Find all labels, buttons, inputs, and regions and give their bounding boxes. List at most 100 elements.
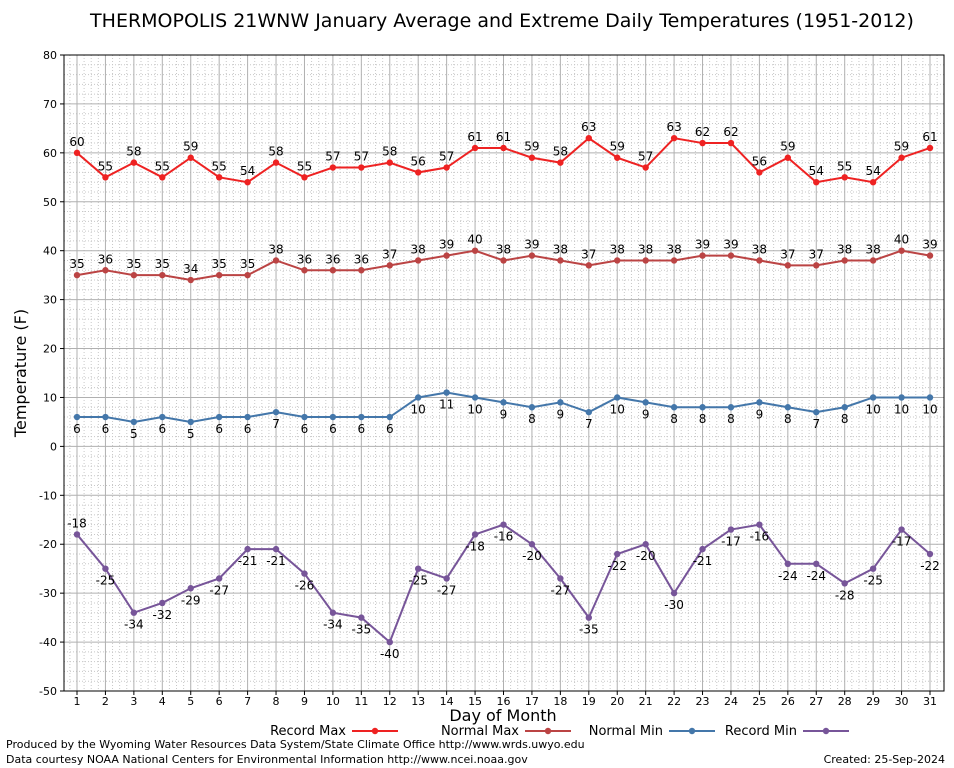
data-label: 38 (666, 242, 681, 256)
data-label: -27 (551, 583, 571, 597)
data-label: 10 (467, 402, 482, 416)
legend-item: Record Min (725, 724, 849, 739)
data-point (585, 614, 592, 621)
series-normal-max: 35 36 35 35 34 35 35 38 36 36 36 37 38 39 40 38 39 38 37 38… (69, 233, 938, 284)
data-point (73, 531, 81, 538)
data-point (926, 550, 934, 558)
data-label: -18 (465, 539, 485, 553)
data-label: 59 (610, 140, 625, 154)
data-point (614, 257, 621, 264)
data-point (187, 154, 194, 161)
data-label: -27 (437, 583, 457, 597)
x-tick-label: 16 (497, 695, 511, 708)
data-point (102, 565, 109, 572)
data-point (386, 159, 393, 166)
data-point (215, 413, 223, 421)
data-label: 57 (439, 150, 454, 164)
data-point (585, 262, 592, 269)
data-label: 61 (496, 130, 511, 144)
data-label: 9 (642, 407, 650, 421)
data-point (471, 531, 479, 538)
data-point (670, 404, 678, 411)
x-tick-label: 25 (752, 695, 766, 708)
data-label: -25 (96, 574, 116, 588)
data-label: 38 (610, 242, 625, 256)
data-label: 38 (268, 242, 283, 256)
data-label: 6 (386, 422, 394, 436)
data-point (215, 271, 223, 279)
data-point (699, 139, 706, 147)
data-label: -22 (920, 559, 940, 573)
data-label: 37 (382, 247, 397, 261)
data-point (557, 399, 564, 406)
data-label: 7 (812, 417, 820, 431)
y-tick-label: -20 (39, 538, 57, 551)
data-label: 54 (240, 164, 255, 178)
data-point (244, 413, 251, 421)
data-label: 55 (98, 159, 113, 173)
data-point (585, 408, 592, 416)
data-point (642, 541, 649, 548)
data-label: 8 (528, 412, 536, 426)
x-tick-label: 15 (468, 695, 482, 708)
data-label: -34 (124, 618, 144, 632)
data-point (73, 149, 81, 157)
data-point (699, 252, 706, 259)
x-tick-label: 24 (724, 695, 738, 708)
data-label: 10 (865, 402, 880, 416)
legend-marker (371, 727, 379, 735)
y-tick-label: 0 (50, 440, 57, 453)
data-point (159, 174, 166, 181)
data-point (727, 526, 735, 533)
data-point (471, 394, 479, 401)
y-tick-label: 80 (43, 49, 57, 62)
data-label: 56 (411, 154, 426, 168)
data-label: 35 (126, 257, 141, 271)
data-label: 39 (723, 238, 738, 252)
data-point (898, 394, 905, 401)
data-label: 54 (809, 164, 824, 178)
data-point (358, 164, 365, 171)
data-label: -27 (209, 583, 229, 597)
data-point (272, 408, 280, 416)
data-point (642, 164, 649, 171)
y-tick-label: -10 (39, 489, 57, 502)
data-point (159, 271, 166, 279)
data-label: 10 (894, 402, 909, 416)
y-tick-label: 60 (43, 147, 57, 160)
data-point (784, 262, 792, 269)
data-label: 59 (894, 140, 909, 154)
legend-label: Record Min (725, 724, 797, 739)
data-label: -29 (181, 593, 201, 607)
data-label: 58 (268, 145, 283, 159)
data-point (784, 154, 792, 161)
data-label: 61 (922, 130, 937, 144)
data-point (614, 154, 621, 161)
data-point (869, 565, 877, 572)
data-label: 55 (212, 159, 227, 173)
x-tick-label: 26 (781, 695, 795, 708)
data-point (869, 179, 877, 186)
data-point (670, 589, 678, 597)
data-point (386, 638, 393, 646)
data-label: 6 (215, 422, 223, 436)
series-normal-min: 6 6 5 6 5 6 6 7 6 6 6 6 10 11 10 9 8 9 7 10 9 8 8 8 9 8 7 8 10 10 10 (73, 389, 938, 441)
data-label: 38 (496, 242, 511, 256)
data-label: -17 (892, 535, 912, 549)
data-point (614, 394, 621, 401)
data-point (415, 257, 422, 264)
data-label: -25 (408, 574, 428, 588)
y-tick-label: 30 (43, 294, 57, 307)
data-label: 62 (723, 125, 738, 139)
data-point (841, 580, 848, 587)
data-label: 38 (752, 242, 767, 256)
data-point (329, 609, 337, 616)
data-label: 34 (183, 262, 198, 276)
data-label: -16 (494, 530, 514, 544)
legend-item: Normal Max (441, 724, 571, 739)
data-point (244, 179, 251, 186)
data-point (784, 560, 792, 567)
data-point (187, 585, 194, 592)
data-label: 58 (126, 145, 141, 159)
data-point (898, 154, 905, 161)
